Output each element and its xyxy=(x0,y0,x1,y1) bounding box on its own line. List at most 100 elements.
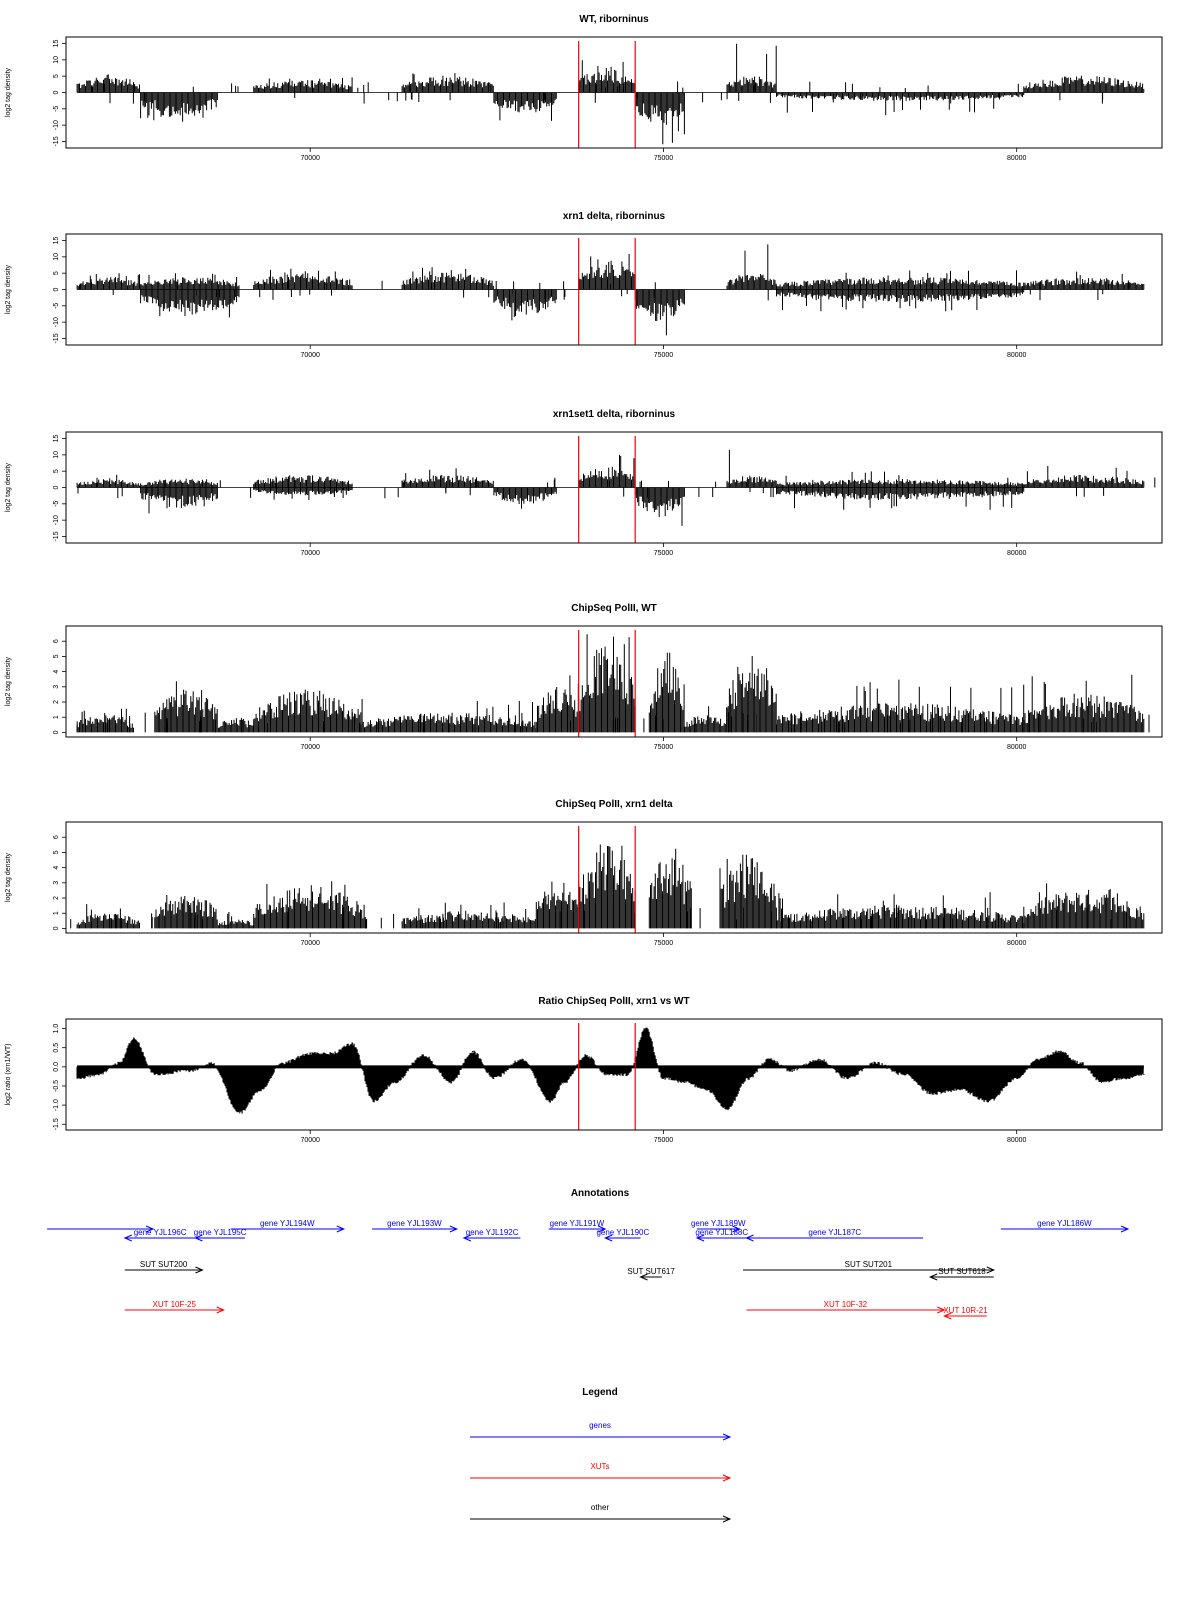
signal-segment xyxy=(578,454,636,488)
ratio-point xyxy=(373,1100,375,1102)
y-tick-label: 2 xyxy=(53,896,60,900)
ratio-point xyxy=(662,1077,665,1079)
annotation-label: gene YJL189W xyxy=(691,1219,746,1228)
ratio-point xyxy=(987,1100,990,1102)
x-tick-label: 75000 xyxy=(654,940,674,947)
signal-segment xyxy=(726,244,777,290)
y-tick-label: 4 xyxy=(53,866,60,870)
y-tick-label: 1.0 xyxy=(53,1024,60,1034)
annotation-feature: XUT 10F-25 xyxy=(124,1300,225,1314)
annotation-feature: SUT SUT618 xyxy=(928,1267,994,1281)
x-tick-label: 70000 xyxy=(300,940,320,947)
ratio-point xyxy=(260,1089,262,1091)
ratio-point xyxy=(645,1028,647,1030)
annotation-label: SUT SUT618 xyxy=(938,1267,986,1276)
legend-panel: Legend genes XUTs other xyxy=(470,1387,732,1523)
ratio-point xyxy=(874,1062,877,1064)
ratio-point xyxy=(747,1077,749,1079)
x-tick-label: 80000 xyxy=(1007,1137,1027,1144)
y-tick-label: 15 xyxy=(53,40,60,48)
y-axis-label: log2 ratio (xrn1/WT) xyxy=(5,1044,12,1106)
y-tick-label: 1 xyxy=(53,911,60,915)
signal-segment xyxy=(726,449,777,488)
annotation-label: gene YJL194W xyxy=(260,1219,315,1228)
plot-frame xyxy=(65,821,1163,934)
legend-title: Legend xyxy=(582,1387,618,1398)
annotation-feature: gene YJL186W xyxy=(1000,1219,1130,1233)
signal-segment xyxy=(253,881,367,929)
signal-segment xyxy=(776,92,1025,116)
y-tick-label: 4 xyxy=(53,670,60,674)
sparse-signal xyxy=(77,476,1156,499)
y-tick-label: 10 xyxy=(53,56,60,64)
plot-frame xyxy=(65,1018,1163,1131)
x-tick-label: 70000 xyxy=(300,550,320,557)
ratio-point xyxy=(705,1089,707,1091)
y-axis: -1.5 -1.0 -0.5 0.0 0.5 1.0 xyxy=(53,1024,66,1130)
legend-label: other xyxy=(591,1503,610,1512)
annotation-feature: SUT SUT201 xyxy=(742,1260,996,1274)
x-axis: 70000 75000 80000 xyxy=(300,543,1027,557)
chart-title: WT, riborninus xyxy=(579,14,649,25)
x-tick-label: 70000 xyxy=(300,155,320,162)
ratio-point xyxy=(1122,1077,1124,1079)
sparse-signal xyxy=(70,907,1127,929)
y-tick-label: 0.5 xyxy=(53,1043,60,1053)
signal-segment xyxy=(217,718,254,733)
y-tick-label: 10 xyxy=(53,451,60,459)
annotation-label: gene YJL187C xyxy=(808,1228,861,1237)
y-tick-label: 1 xyxy=(53,715,60,719)
y-axis-label: log2 tag density xyxy=(5,462,12,512)
data-series xyxy=(76,43,1145,145)
y-tick-label: -5 xyxy=(53,501,60,507)
signal-segment xyxy=(359,699,537,733)
signal-segment xyxy=(401,73,494,93)
annotation-feature: XUT 10F-32 xyxy=(746,1300,946,1314)
signal-segment xyxy=(1023,271,1145,290)
x-tick-label: 70000 xyxy=(300,352,320,359)
chart-panel-2: xrn1 delta, riborninus log2 tag density -1… xyxy=(5,211,1163,359)
ratio-point xyxy=(450,1081,453,1083)
y-tick-label: 6 xyxy=(53,835,60,839)
signal-segment xyxy=(776,289,1025,312)
y-axis: -15 -10 -5 0 5 10 15 xyxy=(53,435,66,542)
y-tick-label: -15 xyxy=(53,136,60,146)
signal-segment xyxy=(648,848,692,929)
y-axis-label: log2 tag density xyxy=(5,264,12,314)
ratio-area xyxy=(76,1027,1144,1114)
y-tick-label: 15 xyxy=(53,237,60,245)
annotation-label: SUT SUT200 xyxy=(140,1260,188,1269)
y-tick-label: -5 xyxy=(53,106,60,112)
ratio-point xyxy=(154,1073,156,1076)
ratio-point xyxy=(846,1077,848,1079)
ratio-point xyxy=(1100,1081,1103,1083)
signal-segment xyxy=(776,487,1025,510)
x-axis: 70000 75000 80000 xyxy=(300,345,1027,359)
annotation-label: gene YJL191W xyxy=(550,1219,605,1228)
ratio-point xyxy=(493,1077,495,1079)
signal-segment xyxy=(76,273,140,290)
chart-panel-1: WT, riborninus log2 tag density -15 -10 -5 0 5… xyxy=(5,14,1163,162)
x-tick-label: 75000 xyxy=(654,352,674,359)
y-tick-label: 6 xyxy=(53,639,60,643)
x-tick-label: 75000 xyxy=(654,155,674,162)
signal-segment xyxy=(253,689,360,733)
y-tick-label: -0.5 xyxy=(53,1080,60,1092)
chart-panel-3: xrn1set1 delta, riborninus log2 tag densi… xyxy=(5,409,1163,557)
signal-segment xyxy=(401,267,494,290)
y-tick-label: -1.0 xyxy=(53,1099,60,1111)
y-tick-label: -10 xyxy=(53,317,60,327)
chart-title: xrn1set1 delta, riborninus xyxy=(553,409,676,420)
x-tick-label: 75000 xyxy=(654,1137,674,1144)
signal-segment xyxy=(217,916,254,929)
y-tick-label: 0 xyxy=(53,287,60,291)
y-tick-label: 5 xyxy=(53,469,60,473)
signal-segment xyxy=(76,474,140,488)
annotation-feature: XUT 10R-21 xyxy=(943,1306,988,1320)
annotation-label: gene YJL188C xyxy=(695,1228,748,1237)
signal-segment xyxy=(684,706,728,733)
ratio-point xyxy=(549,1100,552,1102)
chart-title: ChipSeq PolII, WT xyxy=(571,603,657,614)
legend-entry: XUTs xyxy=(470,1462,732,1482)
y-axis: 0 1 2 3 4 5 6 xyxy=(53,835,66,930)
